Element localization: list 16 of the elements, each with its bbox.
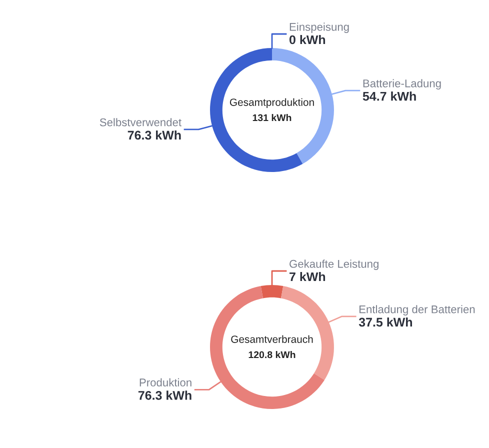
text: 131 kWh: [252, 114, 292, 122]
text: Gesamtverbrauch: [231, 335, 313, 343]
data-label: 7 kWh: [290, 272, 326, 282]
slice-label: Entladung der Batterien: [360, 305, 475, 316]
data-label: 54.7 kWh: [362, 92, 416, 101]
text: 0 kWh: [289, 35, 326, 44]
data-label: 76.3 kWh: [128, 130, 181, 140]
category-label: Einspeisung: [290, 22, 349, 33]
slice-label: Produktion: [140, 378, 192, 386]
data-label: 76.3 kWh: [138, 390, 192, 400]
text: Gesamtproduktion: [230, 98, 314, 108]
data-label: 37.5 kWh: [358, 317, 412, 327]
text: 120.8 kWh: [248, 351, 296, 358]
slice-label: Selbstverwendet: [100, 118, 182, 126]
slice-label: Batterie-Ladung: [363, 79, 441, 90]
slice-label: Gekaufte Leistung: [290, 260, 378, 270]
